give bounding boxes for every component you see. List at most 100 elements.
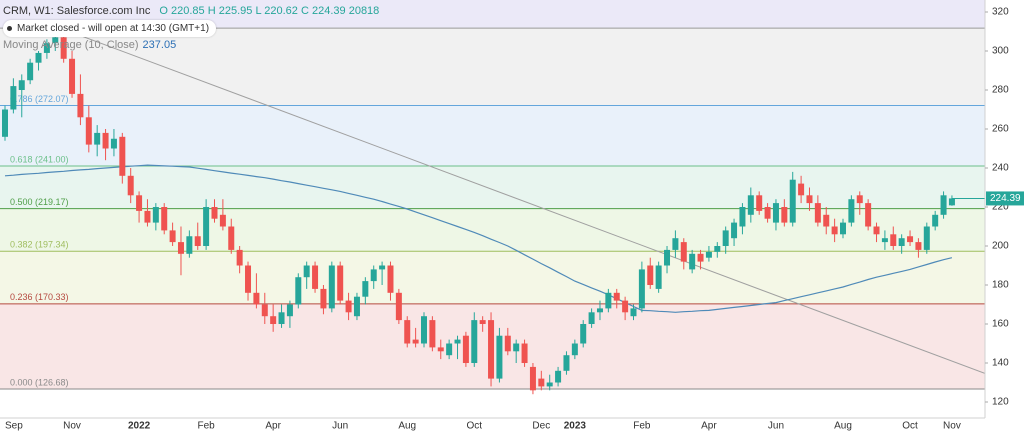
fib-label: 0.000 (126.68) [10,377,69,387]
candle-body [270,316,277,325]
candle-body [731,222,738,239]
x-tick-label: Feb [633,421,651,432]
fib-label: 0.786 (272.07) [10,94,69,104]
candle-body [655,265,662,289]
status-text: Market closed - will open at 14:30 (GMT+… [17,23,210,34]
candle-body [814,203,821,223]
candle-body [479,320,486,325]
candle-body [722,230,729,247]
y-tick-label: 120 [992,397,1009,408]
candle-body [2,109,8,137]
candle-body [85,117,92,145]
candle-body [806,195,813,204]
legend: CRM, W1: Salesforce.com Inc O 220.85 H 2… [3,3,379,54]
candle-body [580,324,587,344]
candle-body [320,288,327,309]
x-tick-label: Aug [398,421,416,432]
candle-body [446,343,453,356]
candle-body [328,265,335,309]
candle-body [69,58,76,94]
candle-body [362,281,369,297]
candle-body [119,136,126,176]
candle-body [898,238,905,247]
indicator-row: Moving Average (10, Close) 237.05 [3,37,379,54]
candle-body [27,62,34,81]
y-tick-label: 300 [992,46,1009,57]
candle-body [52,37,59,44]
ohlc: O 220.85 H 225.95 L 220.62 C 224.39 2081… [159,5,379,17]
candle-body [60,37,67,59]
candle-body [303,265,310,278]
ohlc-prefix: L [255,5,262,17]
x-tick-label: Oct [902,421,918,432]
candle-body [144,210,151,223]
candle-body [613,292,620,301]
price-axis [985,0,1024,434]
y-tick-label: 160 [992,319,1009,330]
time-axis [0,418,1024,434]
candle-body [756,195,763,211]
candle-body [462,335,469,364]
ohlc-value: 224.39 [311,5,346,17]
candle-body [622,300,629,313]
x-tick-label: Nov [943,421,961,432]
fib-label: 0.618 (241.00) [10,154,69,164]
candle-body [429,320,436,348]
candle-body [169,230,176,243]
x-tick-label: Nov [63,421,81,432]
candle-body [831,226,838,235]
candle-body [43,43,50,53]
x-tick-label: 2022 [128,421,151,432]
candle-body [312,265,319,289]
candle-body [571,343,578,356]
y-tick-label: 240 [992,163,1009,174]
candle-body [194,236,201,247]
candle-body [177,242,184,254]
candle-body [513,343,520,352]
x-tick-label: Jun [768,421,784,432]
candle-body [379,265,386,270]
fib-label: 0.500 (219.17) [10,197,69,207]
candle-body [94,132,101,145]
candle-body [630,308,637,317]
candle-body [253,292,260,305]
candle-body [638,269,645,309]
candle-body [337,265,344,301]
ohlc-prefix: C [300,5,309,17]
trend-line [59,27,1024,389]
candle-body [705,251,712,258]
indicator-value: 237.05 [142,39,177,51]
candle-body [647,265,654,286]
indicator-name[interactable]: Moving Average (10, Close) [3,39,139,51]
candle-body [923,226,930,250]
candle-body [907,236,914,243]
candle-body [110,138,117,149]
candle-body [538,378,545,387]
candle-body [353,296,360,317]
candle-body [563,355,570,371]
ohlc-prefix: H [207,5,216,17]
market-status[interactable]: Market closed - will open at 14:30 (GMT+… [3,20,217,37]
candle-body [35,52,42,63]
candle-body [915,242,922,250]
candle-body [555,370,562,383]
candle-body [596,308,603,313]
candle-body [772,203,779,223]
candle-body [102,132,109,149]
fib-label: 0.382 (197.34) [10,240,69,250]
candle-body [697,253,704,262]
candle-body [496,335,503,379]
candle-body [203,207,210,247]
candle-body [605,292,612,309]
fib-band [0,251,985,304]
candle-body [127,175,134,196]
candle-body [295,277,302,305]
candle-body [219,214,226,227]
candle-body [890,234,897,247]
candle-body [873,226,880,235]
x-tick-label: 2023 [564,421,587,432]
candle-body [739,207,746,227]
candle-body [136,195,143,211]
x-tick-label: Jun [332,421,348,432]
